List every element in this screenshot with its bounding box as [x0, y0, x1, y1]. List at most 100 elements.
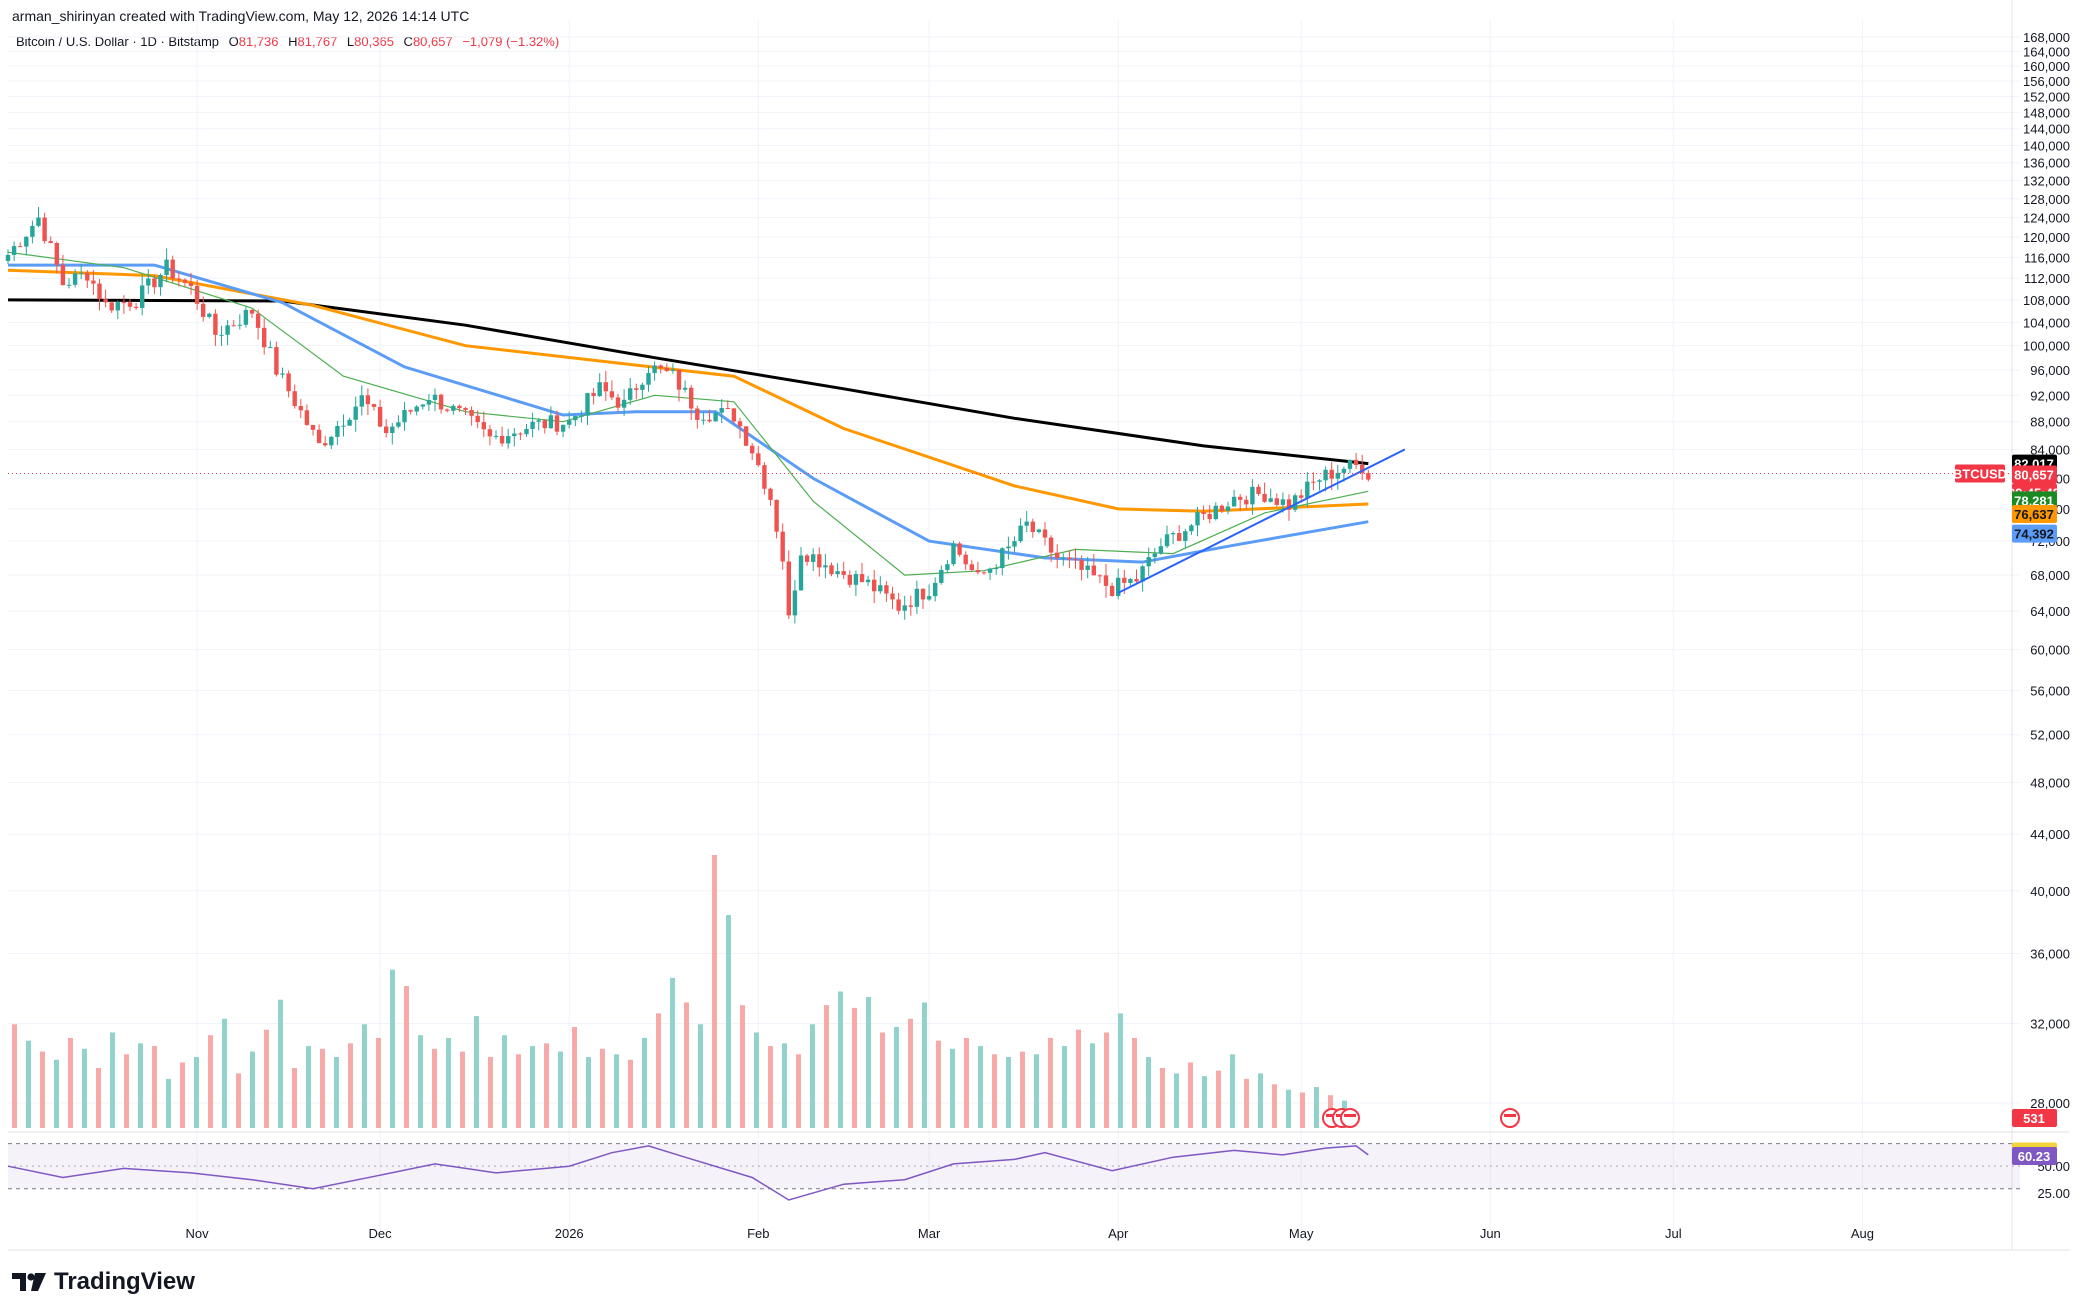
- candle-down: [1274, 498, 1279, 505]
- candle-up: [835, 571, 840, 575]
- symbol-tag-bg: [1955, 464, 2005, 483]
- volume-bar: [1258, 1073, 1263, 1128]
- candle-down: [707, 419, 712, 422]
- candle-up: [987, 568, 993, 573]
- candle-up: [713, 412, 718, 422]
- candle-down: [286, 373, 291, 392]
- candle-up: [359, 395, 364, 407]
- volume-bar: [530, 1046, 535, 1128]
- price-tick-label: 160,000: [2023, 59, 2070, 74]
- candle-up: [1152, 553, 1157, 558]
- price-tick-label: 108,000: [2023, 293, 2070, 308]
- candle-down: [695, 408, 700, 420]
- volume-bar: [68, 1037, 73, 1128]
- candle-down: [609, 391, 615, 398]
- candle-down: [664, 367, 669, 371]
- candle-down: [1134, 578, 1139, 582]
- price-tick-label: 52,000: [2030, 728, 2070, 743]
- price-tick-label: 104,000: [2023, 315, 2070, 330]
- candle-up: [621, 399, 627, 408]
- candle-up: [1280, 499, 1286, 505]
- candle-down: [438, 394, 444, 410]
- candle-up: [1317, 480, 1322, 482]
- candle-down: [152, 278, 157, 288]
- volume-bar: [418, 1035, 423, 1128]
- volume-bar: [852, 1007, 857, 1128]
- candle-up: [72, 273, 78, 285]
- candle-up: [628, 388, 633, 400]
- candle-up: [1000, 548, 1005, 569]
- rsi-badge-bg: [2012, 1147, 2057, 1166]
- close-value: 80,657: [412, 34, 453, 49]
- volume-bar: [978, 1046, 983, 1128]
- volume-bar: [264, 1029, 269, 1128]
- volume-bar: [12, 1024, 17, 1128]
- candle-down: [774, 499, 779, 532]
- symbol-name[interactable]: Bitcoin / U.S. Dollar · 1D · Bitstamp: [16, 34, 219, 49]
- candle-up: [536, 420, 541, 422]
- candle-down: [780, 531, 785, 562]
- change-value: −1,079 (−1.32%): [462, 34, 560, 49]
- time-axis: Nov Dec 2026 Feb Mar Apr May Jun Jul Aug: [186, 1226, 1874, 1241]
- volume-bar: [1216, 1070, 1221, 1128]
- volume-bar: [404, 986, 409, 1128]
- candle-up: [347, 419, 352, 426]
- candle-up: [579, 415, 584, 417]
- candle-up: [1195, 512, 1200, 526]
- volume-bar: [82, 1048, 87, 1128]
- ma200-line: [7, 298, 1369, 466]
- candle-up: [597, 382, 602, 397]
- candle-down: [1238, 496, 1243, 500]
- candle-down: [884, 585, 889, 594]
- price-tick-label: 168,000: [2023, 30, 2070, 45]
- candle-up: [1189, 525, 1194, 532]
- candle-up: [1305, 481, 1310, 498]
- volume-bar: [810, 1024, 815, 1128]
- volume-bar: [880, 1032, 885, 1128]
- volume-bar: [110, 1032, 115, 1128]
- volume-bar: [278, 999, 283, 1128]
- volume-bar: [670, 977, 675, 1128]
- candle-up: [237, 324, 242, 326]
- candle-down: [255, 313, 261, 328]
- volume-bar: [166, 1078, 171, 1128]
- candle-up: [548, 415, 554, 429]
- candle-up: [878, 585, 883, 592]
- candle-down: [689, 387, 694, 409]
- candle-down: [1079, 560, 1084, 570]
- time-tick-label: Jul: [1665, 1226, 1682, 1241]
- price-tick-label: 36,000: [2030, 946, 2070, 961]
- low-label: L: [346, 34, 355, 49]
- candle-down: [445, 409, 450, 411]
- candle-down: [121, 302, 127, 304]
- price-tick-label: 44,000: [2030, 827, 2070, 842]
- candle-up: [1006, 546, 1011, 549]
- candle-down: [829, 565, 834, 575]
- volume-bar: [922, 1002, 927, 1128]
- candle-up: [719, 407, 724, 413]
- candle-down: [756, 453, 761, 466]
- candle-down: [969, 564, 974, 571]
- volume-bar: [628, 1059, 633, 1128]
- price-tick-label: 32,000: [2030, 1017, 2070, 1032]
- candle-up: [1128, 578, 1133, 583]
- candle-down: [304, 410, 310, 425]
- price-tick-label: 100,000: [2023, 339, 2070, 354]
- candle-down: [1103, 575, 1109, 586]
- tradingview-logo[interactable]: TradingView: [12, 1268, 195, 1296]
- candle-down: [1219, 505, 1225, 511]
- candle-up: [1012, 541, 1017, 547]
- volume-bar: [96, 1067, 101, 1128]
- candle-down: [658, 365, 663, 368]
- volume-bar: [1132, 1037, 1137, 1128]
- candle-down: [920, 588, 926, 600]
- volume-bar: [1020, 1051, 1025, 1128]
- candle-down: [768, 488, 773, 500]
- candle-up: [914, 588, 920, 607]
- candle-up: [1158, 546, 1164, 554]
- candle-down: [176, 278, 181, 280]
- price-tick-label: 84,000: [2030, 442, 2070, 457]
- volume-bar: [614, 1054, 619, 1128]
- candle-down: [817, 554, 822, 568]
